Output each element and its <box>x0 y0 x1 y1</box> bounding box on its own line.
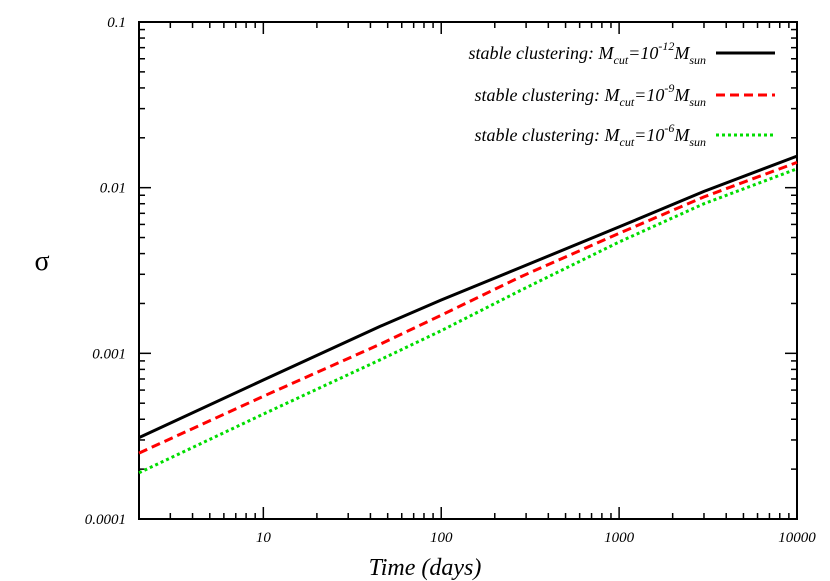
legend-label-2: stable clustering: Mcut=10-9Msun <box>475 81 706 109</box>
x-tick-label: 10000 <box>778 530 816 546</box>
x-tick-label: 1000 <box>604 530 635 546</box>
series-lines <box>138 154 798 475</box>
y-axis-title: σ <box>34 246 49 277</box>
series-line-3 <box>138 167 798 475</box>
y-tick-label: 0.01 <box>100 181 126 197</box>
x-tick-label: 100 <box>430 530 453 546</box>
axis-ticks <box>138 21 798 520</box>
series-line-2 <box>138 160 798 455</box>
series-line-1 <box>138 154 798 439</box>
legend: stable clustering: Mcut=10-12Msun stable … <box>469 39 775 149</box>
legend-label-3: stable clustering: Mcut=10-6Msun <box>475 121 706 149</box>
x-axis-title: Time (days) <box>369 555 482 581</box>
y-tick-labels: 0.0001 0.001 0.01 0.1 <box>85 15 126 528</box>
y-tick-label: 0.001 <box>92 346 126 362</box>
x-tick-label: 10 <box>256 530 272 546</box>
y-tick-label: 0.0001 <box>85 512 126 528</box>
y-tick-label: 0.1 <box>107 15 126 31</box>
x-tick-labels: 10 100 1000 10000 <box>256 530 816 546</box>
legend-label-1: stable clustering: Mcut=10-12Msun <box>469 39 706 67</box>
plot-area <box>138 21 798 520</box>
